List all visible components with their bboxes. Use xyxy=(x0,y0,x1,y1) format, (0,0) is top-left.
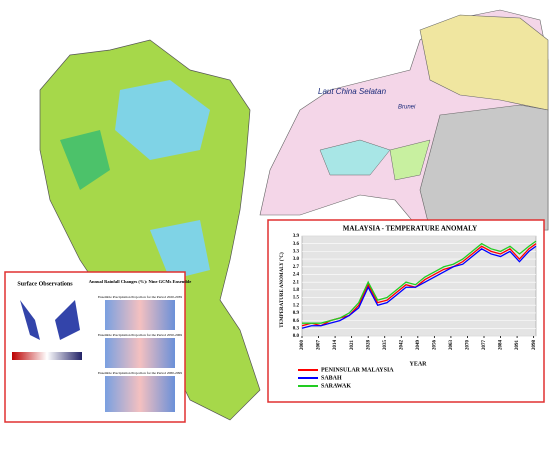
y-tick-label: 2.1 xyxy=(293,280,300,285)
y-tick-label: 2.4 xyxy=(293,273,300,278)
panel xyxy=(105,376,175,412)
y-tick-label: 0.3 xyxy=(293,326,300,331)
kalimantan xyxy=(419,104,549,231)
rainfall-zone xyxy=(60,130,110,190)
series-line xyxy=(302,240,537,324)
colorbar xyxy=(12,352,82,360)
panel-title: Ensemble Precipitation Projection for th… xyxy=(98,371,182,375)
inset-title: Surface Observations xyxy=(17,281,73,287)
y-axis-label: TEMPERATURE ANOMALY (°C) xyxy=(280,252,285,328)
chart-title: MALAYSIA - TEMPERATURE ANOMALY xyxy=(343,225,477,233)
y-tick-label: 3.0 xyxy=(293,257,300,262)
y-tick-label: 3.6 xyxy=(293,242,300,247)
x-tick-label: 2077 xyxy=(482,340,487,351)
legend-label: SARAWAK xyxy=(321,383,351,389)
x-tick-label: 2056 xyxy=(433,340,438,351)
legend-label: PENINSULAR MALAYSIA xyxy=(321,367,394,373)
x-tick-label: 2084 xyxy=(499,340,504,351)
y-tick-label: 2.7 xyxy=(293,265,300,270)
x-tick-label: 2035 xyxy=(383,340,388,351)
sarawak-division xyxy=(389,139,431,181)
x-tick-label: 2063 xyxy=(449,340,454,351)
city-label: Brunei xyxy=(398,105,416,111)
y-tick-label: 1.8 xyxy=(293,288,300,293)
x-tick-label: 2042 xyxy=(399,340,404,351)
y-tick-label: 1.2 xyxy=(293,303,300,308)
y-tick-label: 3.9 xyxy=(293,234,300,239)
y-tick-label: 1.5 xyxy=(293,296,300,301)
series-line xyxy=(301,245,537,329)
x-tick-label: 2049 xyxy=(416,340,421,351)
rainfall-zone xyxy=(115,80,210,160)
panel xyxy=(105,300,175,330)
sea-label: Laut China Selatan xyxy=(318,87,387,96)
x-tick-label: 2007 xyxy=(317,340,322,351)
legend-label: SABAH xyxy=(321,375,342,381)
x-tick-label: 2000 xyxy=(300,340,305,351)
sarawak-division xyxy=(319,139,391,176)
panel-title: Ensemble Precipitation Projection for th… xyxy=(98,295,182,299)
inset-map xyxy=(55,300,80,340)
x-tick-label: 2014 xyxy=(333,340,338,351)
x-tick-label: 2098 xyxy=(532,340,537,351)
x-tick-label: 2028 xyxy=(366,340,371,351)
x-tick-label: 2070 xyxy=(466,340,471,351)
y-tick-label: 3.3 xyxy=(293,250,300,255)
inset-map xyxy=(20,300,40,340)
x-tick-label: 2021 xyxy=(350,340,355,351)
x-tick-label: 2091 xyxy=(515,340,520,351)
x-axis-label: YEAR xyxy=(409,361,427,367)
y-tick-label: 0.9 xyxy=(293,311,300,316)
panel-title: Ensemble Precipitation Projection for th… xyxy=(98,333,182,337)
rainfall-zone xyxy=(150,220,210,280)
inset-title: Annual Rainfall Changes (%): Nine GCMs E… xyxy=(89,279,192,284)
panel xyxy=(105,338,175,368)
y-tick-label: 0.0 xyxy=(293,334,300,339)
y-tick-label: 0.6 xyxy=(293,319,300,324)
